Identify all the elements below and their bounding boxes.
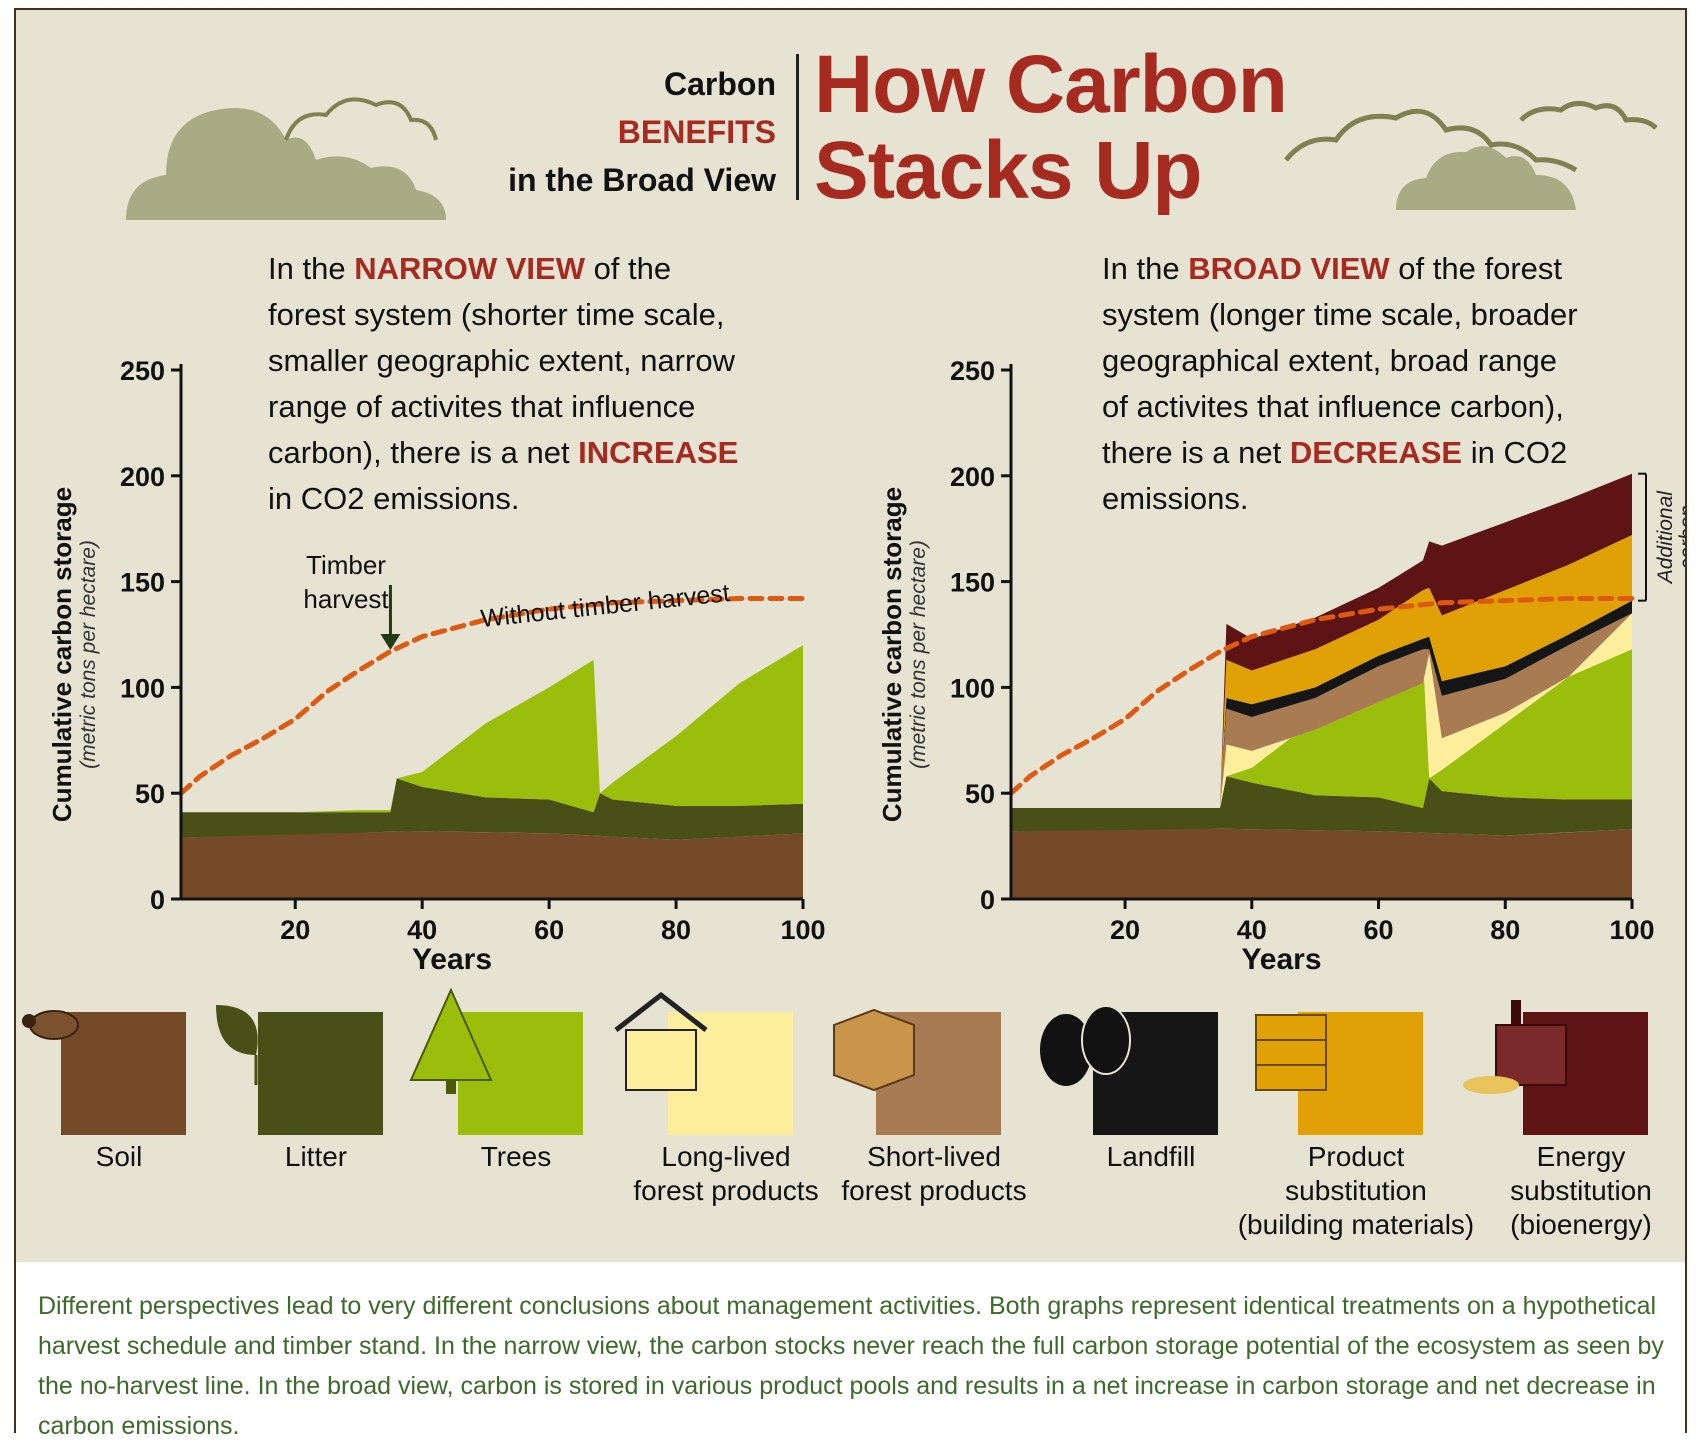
cloud-icon — [126, 108, 446, 220]
no-harvest-line — [1008, 596, 1635, 796]
area-litter — [1011, 776, 1632, 836]
x-tick-label: 100 — [780, 915, 825, 945]
leaf-icon — [216, 1005, 258, 1085]
y-tick-label: 0 — [150, 885, 165, 915]
area-trees — [1011, 649, 1632, 808]
y-tick-label: 200 — [950, 462, 995, 492]
y-tick-label: 250 — [950, 356, 995, 386]
x-axis-label: Years — [1241, 943, 1321, 976]
additional-carbon-label: carbon — [1676, 505, 1685, 569]
intro-emphasis: DECREASE — [1289, 435, 1463, 470]
caption-text: Different perspectives lead to very diff… — [38, 1292, 1664, 1440]
clouds-decoration — [126, 97, 1658, 220]
y-axis-sublabel: (metric tons per hectare) — [77, 540, 100, 769]
legend-label: Landfill — [1106, 1141, 1196, 1172]
area-product_sub — [1220, 535, 1632, 808]
area-litter — [181, 778, 803, 840]
y-tick-label: 150 — [120, 568, 165, 598]
intro-emphasis: INCREASE — [578, 435, 739, 470]
narrow-view-chart: 0 50 100 150 200 250 20 40 60 80 100 Years Cumulativ… — [47, 356, 826, 976]
area-landfill — [1220, 600, 1632, 808]
box-icon — [833, 1008, 915, 1092]
y-tick-label: 250 — [120, 356, 165, 386]
y-axis-sublabel: (metric tons per hectare) — [907, 540, 930, 769]
house-icon — [614, 991, 708, 1091]
y-tick-label: 100 — [950, 673, 995, 703]
legend-label: Litter — [284, 1141, 348, 1172]
legend-swatch — [258, 1012, 383, 1135]
x-tick-label: 80 — [661, 915, 691, 945]
title-line-1: How Carbon — [814, 39, 1288, 130]
cloud-icon — [1396, 146, 1576, 210]
y-axis-label: Cumulative carbon storage — [47, 487, 77, 822]
tree-icon — [409, 987, 493, 1094]
x-tick-label: 20 — [280, 915, 310, 945]
x-tick-label: 60 — [534, 915, 564, 945]
x-tick-label: 40 — [407, 915, 437, 945]
intro-emphasis: NARROW VIEW — [354, 251, 585, 286]
x-tick-label: 40 — [1237, 915, 1267, 945]
y-axis-label: Cumulative carbon storage — [877, 487, 907, 822]
narrow-view-intro: In the NARROW VIEW of the forest system … — [268, 246, 748, 522]
no-harvest-line — [178, 596, 806, 796]
y-tick-label: 50 — [965, 779, 995, 809]
intro-emphasis: BROAD VIEW — [1188, 251, 1390, 286]
intro-text: of the forest system (shorter time scale… — [268, 251, 735, 470]
beetle-icon — [22, 1010, 79, 1040]
cloud-outline-icon — [1284, 101, 1658, 173]
intro-text: In the — [268, 251, 355, 286]
trash-bag-icon — [1040, 1005, 1131, 1086]
x-tick-label: 100 — [1609, 915, 1654, 945]
additional-carbon-label: Additional — [1654, 490, 1677, 586]
area-long_lived — [1220, 613, 1632, 808]
legend-label: Product substitution (building materials… — [1237, 1141, 1475, 1240]
y-tick-label: 50 — [135, 779, 165, 809]
area-short_lived — [1220, 613, 1632, 808]
legend-label: Long-lived forest products — [633, 1141, 819, 1206]
intro-text: in CO2 emissions. — [1102, 435, 1568, 516]
legend-label: Soil — [95, 1141, 143, 1172]
broad-view-intro: In the BROAD VIEW of the forest system (… — [1102, 246, 1582, 522]
legend-label: Short-lived forest products — [841, 1141, 1027, 1206]
legend-label: Trees — [480, 1141, 552, 1172]
infographic-frame: Carbon BENEFITS in the Broad View How Ca… — [14, 8, 1687, 1440]
area-energy_sub — [1220, 473, 1632, 808]
header-divider — [796, 54, 799, 200]
caption-box: Different perspectives lead to very diff… — [16, 1262, 1685, 1440]
kicker-line-2: BENEFITS — [617, 114, 776, 150]
timber-harvest-label: Timber — [306, 550, 386, 580]
x-tick-label: 20 — [1110, 915, 1140, 945]
y-tick-label: 0 — [980, 885, 995, 915]
y-tick-label: 150 — [950, 568, 995, 598]
area-soil — [1011, 827, 1632, 899]
kicker-line-1: Carbon — [664, 66, 776, 102]
x-tick-label: 60 — [1364, 915, 1394, 945]
intro-text: in CO2 emissions. — [268, 481, 520, 516]
x-tick-label: 80 — [1490, 915, 1520, 945]
legend-swatch — [61, 1012, 186, 1135]
y-tick-label: 100 — [120, 673, 165, 703]
title-line-2: Stacks Up — [814, 125, 1203, 216]
broad-view-chart: 0 50 100 150 200 250 20 40 60 80 100 Years Cumulativ… — [877, 356, 1685, 976]
factory-icon — [1463, 1000, 1567, 1094]
lumber-icon — [1255, 1014, 1327, 1091]
intro-text: of the forest system (longer time scale,… — [1102, 251, 1578, 470]
kicker-line-3: in the Broad View — [508, 162, 776, 198]
intro-text: In the — [1102, 251, 1189, 286]
header-kicker: Carbon BENEFITS in the Broad View — [456, 60, 776, 204]
area-trees — [181, 645, 803, 813]
x-axis-label: Years — [412, 943, 492, 976]
cloud-outline-icon — [284, 97, 438, 141]
arrow-head-icon — [380, 634, 401, 650]
no-harvest-label: Without timber harvest — [479, 579, 731, 633]
timber-harvest-label: harvest — [303, 584, 389, 614]
y-tick-label: 200 — [120, 462, 165, 492]
legend-label: Energy substitution (bioenergy) — [1510, 1141, 1652, 1240]
area-soil — [181, 831, 803, 899]
page-title: How Carbon Stacks Up — [814, 39, 1288, 216]
